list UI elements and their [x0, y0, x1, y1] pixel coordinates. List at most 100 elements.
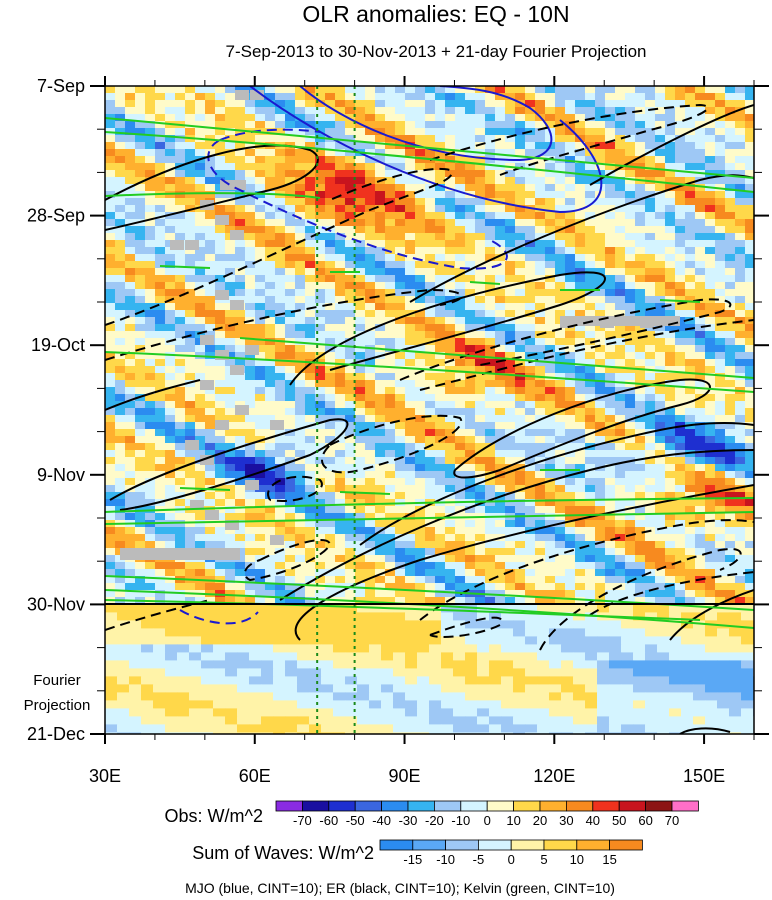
obs-cell — [495, 86, 506, 94]
obs-cell — [265, 562, 276, 570]
obs-cell — [535, 422, 546, 430]
obs-cell — [105, 310, 116, 318]
obs-cell — [215, 331, 226, 339]
obs-cell — [215, 338, 226, 346]
obs-cell — [745, 156, 754, 164]
obs-cell — [695, 415, 706, 423]
obs-cell — [455, 373, 466, 381]
projection-cell — [501, 604, 514, 613]
obs-cell — [105, 548, 116, 556]
obs-cell — [205, 499, 216, 507]
obs-cell — [645, 443, 656, 451]
obs-cell — [275, 107, 286, 115]
obs-cell — [265, 107, 276, 115]
obs-cell — [235, 261, 246, 269]
obs-cell — [655, 149, 666, 157]
obs-cell — [485, 583, 496, 591]
obs-cell — [295, 527, 306, 535]
obs-cell — [525, 499, 536, 507]
obs-cell — [385, 282, 396, 290]
obs-cell — [575, 478, 586, 486]
obs-cell — [185, 93, 196, 101]
obs-cell — [395, 331, 406, 339]
projection-cell — [105, 620, 118, 629]
obs-cell — [245, 492, 256, 500]
obs-cell — [575, 198, 586, 206]
obs-cell — [415, 296, 426, 304]
obs-cell — [365, 128, 376, 136]
obs-cell — [525, 240, 536, 248]
obs-cell — [315, 331, 326, 339]
obs-cell — [565, 212, 576, 220]
obs-cell — [285, 436, 296, 444]
obs-cell — [605, 184, 616, 192]
obs-cell — [435, 443, 446, 451]
obs-cell — [535, 569, 546, 577]
obs-cell — [665, 261, 676, 269]
obs-cell — [435, 457, 446, 465]
obs-cell — [165, 149, 176, 157]
obs-cell — [205, 436, 216, 444]
obs-cell — [675, 520, 686, 528]
obs-cell — [195, 534, 206, 542]
obs-cell — [305, 590, 316, 598]
obs-cell — [295, 282, 306, 290]
obs-cell — [605, 310, 616, 318]
projection-cell — [249, 612, 262, 621]
obs-cell — [485, 338, 496, 346]
obs-cell — [515, 212, 526, 220]
obs-cell — [315, 366, 326, 374]
obs-cell — [255, 233, 266, 241]
obs-cell — [255, 366, 266, 374]
obs-cell — [705, 387, 716, 395]
obs-cell — [405, 548, 416, 556]
obs-cell — [435, 401, 446, 409]
obs-cell — [125, 261, 136, 269]
obs-cell — [245, 401, 256, 409]
obs-cell — [355, 226, 366, 234]
obs-cell — [115, 247, 126, 255]
obs-cell — [605, 352, 616, 360]
obs-cell — [665, 198, 676, 206]
obs-cell — [735, 471, 746, 479]
obs-cell — [615, 149, 626, 157]
obs-cell — [685, 205, 696, 213]
obs-cell — [525, 303, 536, 311]
obs-cell — [565, 401, 576, 409]
obs-cell — [275, 471, 286, 479]
obs-cell — [335, 401, 346, 409]
obs-cell — [535, 359, 546, 367]
obs-cell — [365, 282, 376, 290]
obs-cell — [275, 576, 286, 584]
obs-cell — [375, 212, 386, 220]
obs-cell — [115, 170, 126, 178]
obs-cell — [175, 86, 186, 94]
obs-cell — [605, 520, 616, 528]
obs-cell — [665, 583, 676, 591]
obs-cell — [475, 275, 486, 283]
obs-cell — [535, 128, 546, 136]
obs-cell — [155, 541, 166, 549]
obs-cell — [635, 471, 646, 479]
obs-cell — [375, 282, 386, 290]
obs-cell — [225, 331, 236, 339]
obs-cell — [155, 184, 166, 192]
obs-cell — [345, 247, 356, 255]
obs-cell — [275, 492, 286, 500]
obs-cell — [135, 415, 146, 423]
obs-cell — [715, 163, 726, 171]
obs-cell — [245, 450, 256, 458]
obs-cell — [165, 443, 176, 451]
obs-cell — [425, 583, 436, 591]
obs-cell — [105, 107, 116, 115]
obs-cell — [285, 562, 296, 570]
obs-cell — [555, 415, 566, 423]
obs-cell — [675, 212, 686, 220]
obs-cell — [745, 303, 754, 311]
obs-cell — [285, 485, 296, 493]
obs-cell — [695, 268, 706, 276]
obs-cell — [305, 184, 316, 192]
obs-cell — [255, 387, 266, 395]
obs-cell — [345, 135, 356, 143]
obs-cell — [345, 457, 356, 465]
